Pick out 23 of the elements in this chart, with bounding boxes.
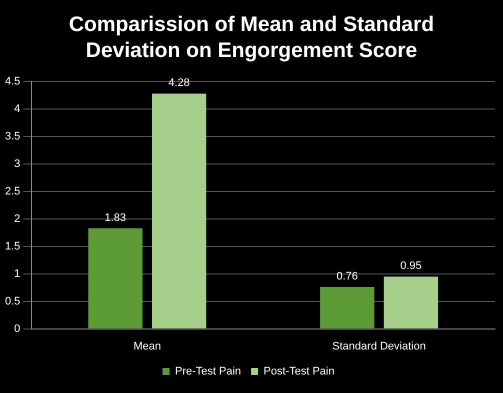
data-label: 4.28 xyxy=(168,77,190,90)
y-tick-label: 1.5 xyxy=(4,240,20,252)
data-label: 0.95 xyxy=(400,260,422,272)
y-tick-label: 1 xyxy=(14,268,20,280)
y-tick-label: 2.5 xyxy=(4,186,20,198)
bar xyxy=(384,276,438,328)
y-tick-label: 2 xyxy=(14,212,20,225)
y-tick-label: 3.5 xyxy=(4,130,20,143)
bar xyxy=(88,228,142,328)
y-tick-label: 4 xyxy=(14,103,20,116)
legend-label: Pre-Test Pain xyxy=(175,366,242,378)
legend-label: Post-Test Pain xyxy=(264,366,334,378)
y-tick-label: 0 xyxy=(14,322,20,335)
x-tick-label: Mean xyxy=(133,340,161,352)
y-tick-label: 4.5 xyxy=(4,76,20,88)
data-label: 1.83 xyxy=(104,212,126,224)
bar xyxy=(152,94,206,328)
chart-title: Comparission of Mean and Standard Deviation on Engorgement Score xyxy=(68,12,436,64)
y-tick-label: 3 xyxy=(14,158,20,170)
bar xyxy=(320,287,374,328)
y-tick-label: 0.5 xyxy=(4,295,20,308)
data-label: 0.76 xyxy=(336,270,358,283)
x-tick-label: Standard Deviation xyxy=(332,340,426,352)
